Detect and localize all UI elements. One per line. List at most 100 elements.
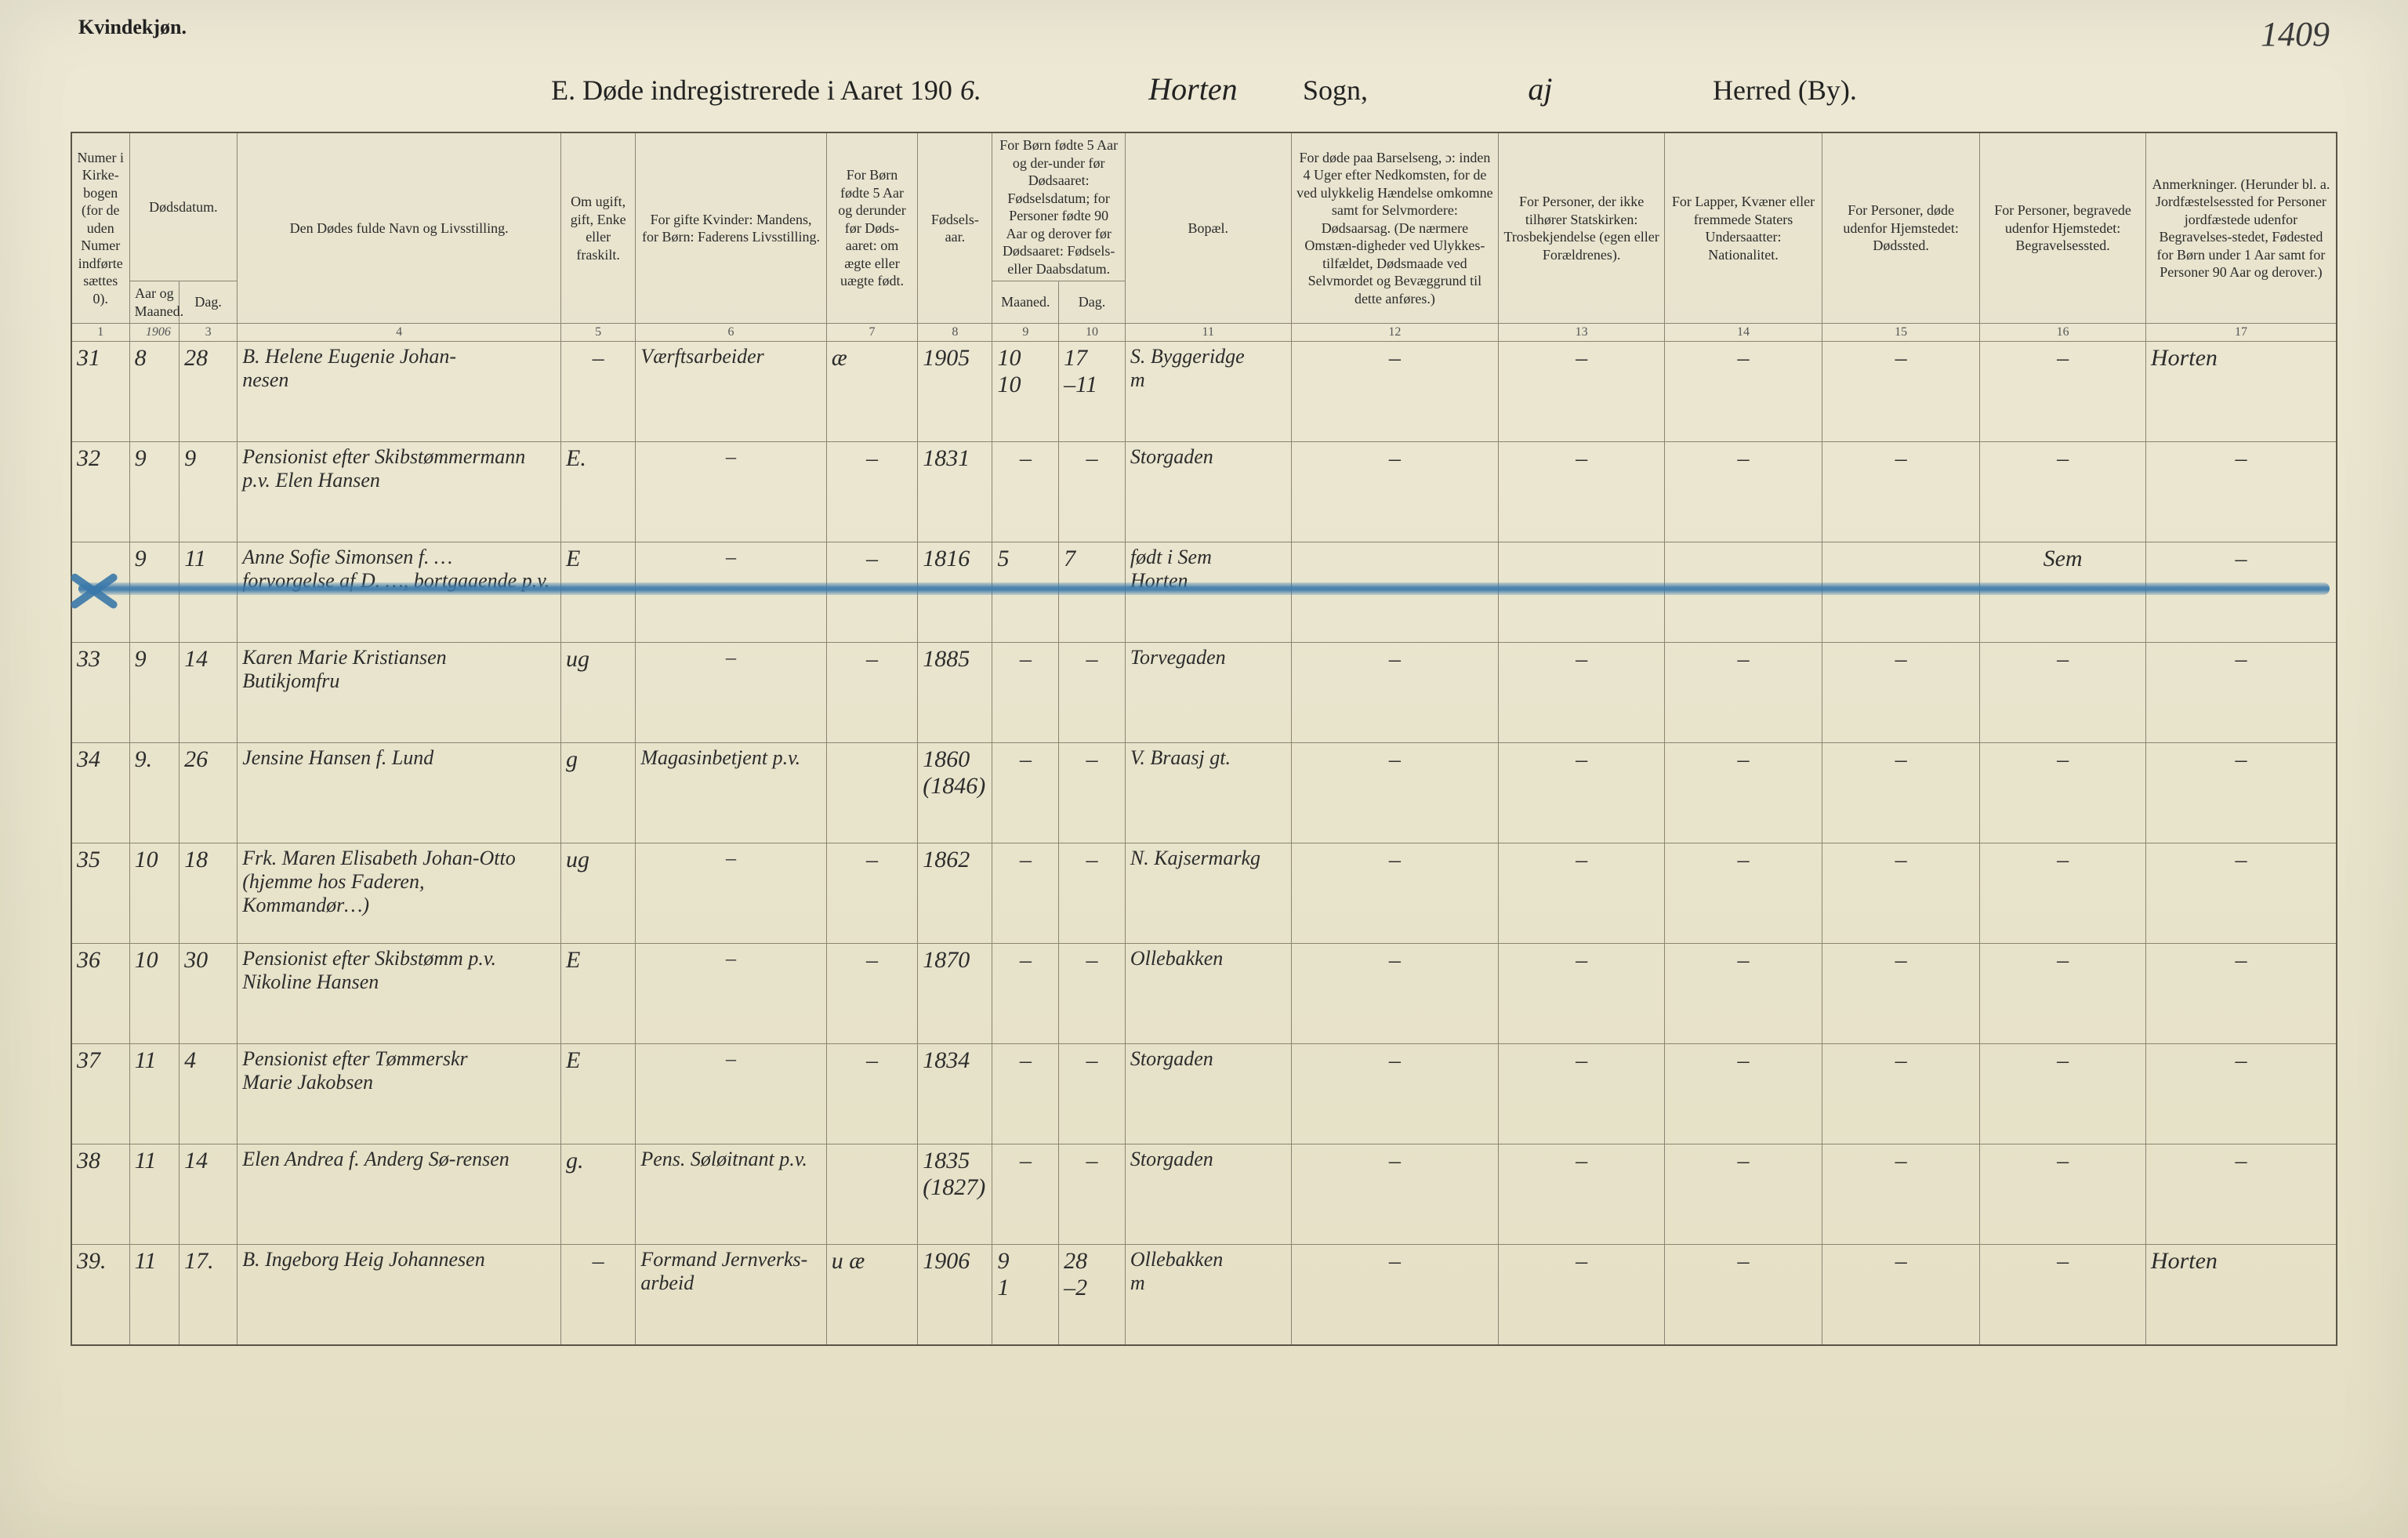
cell-bm: – — [992, 442, 1059, 542]
cell-bopael: V. Braasj gt. — [1125, 743, 1291, 843]
cell-legit: u æ — [826, 1245, 917, 1345]
page-number-handwritten: 1409 — [2261, 14, 2330, 54]
colnum: 1 — [71, 324, 129, 342]
cell-day: 9 — [180, 442, 238, 542]
col-header-3: Dag. — [180, 281, 238, 324]
cell-birth: 1885 — [918, 643, 992, 743]
table-header: Numer i Kirke-bogen (for de uden Numer i… — [71, 132, 2337, 342]
table-row: 37114Pensionist efter Tømmerskr Marie Ja… — [71, 1044, 2337, 1144]
cell-bopael: N. Kajsermarkg — [1125, 843, 1291, 944]
cell-c12: – — [1291, 843, 1499, 944]
cell-status: g. — [561, 1144, 636, 1245]
cell-status: E — [561, 944, 636, 1044]
cell-status: E — [561, 1044, 636, 1144]
cell-name: B. Helene Eugenie Johan- nesen — [238, 342, 561, 442]
cell-num: 35 — [71, 843, 129, 944]
cell-c16: – — [1980, 743, 2146, 843]
cell-spouse: Værftsarbeider — [636, 342, 826, 442]
cell-spouse: – — [636, 643, 826, 743]
colnum: 16 — [1980, 324, 2146, 342]
cell-c14: – — [1664, 1245, 1822, 1345]
page-title: E. Døde indregistrerede i Aaret 1906. Ho… — [71, 71, 2337, 108]
cell-c13: – — [1499, 342, 1665, 442]
cell-day: 11 — [180, 542, 238, 643]
colnum: 13 — [1499, 324, 1665, 342]
cell-remark: Horten — [2145, 1245, 2337, 1345]
cell-bm: – — [992, 1044, 1059, 1144]
cell-day: 4 — [180, 1044, 238, 1144]
cell-bd: – — [1059, 843, 1126, 944]
cell-bopael: Storgaden — [1125, 1144, 1291, 1245]
cell-spouse: – — [636, 442, 826, 542]
colnum: 9 — [992, 324, 1059, 342]
cell-c14: – — [1664, 944, 1822, 1044]
cell-c16: – — [1980, 944, 2146, 1044]
cell-status: ug — [561, 843, 636, 944]
cell-c13: – — [1499, 1044, 1665, 1144]
cell-spouse: Pens. Søløitnant p.v. — [636, 1144, 826, 1245]
cell-c12: – — [1291, 1144, 1499, 1245]
herred-label: Herred (By). — [1713, 74, 1857, 107]
cell-bopael: Storgaden — [1125, 442, 1291, 542]
cell-c15: – — [1822, 342, 1980, 442]
cell-day: 18 — [180, 843, 238, 944]
cell-day: 30 — [180, 944, 238, 1044]
col-header-4: Den Dødes fulde Navn og Livsstilling. — [238, 132, 561, 324]
cell-c14: – — [1664, 342, 1822, 442]
cell-c12: – — [1291, 743, 1499, 843]
cell-bd: 7 — [1059, 542, 1126, 643]
col-header-5: Om ugift, gift, Enke eller fraskilt. — [561, 132, 636, 324]
cell-c16: – — [1980, 342, 2146, 442]
cell-status: E — [561, 542, 636, 643]
cell-legit: – — [826, 944, 917, 1044]
cell-c13: – — [1499, 1144, 1665, 1245]
cell-mon: 8 — [129, 342, 180, 442]
cell-legit: – — [826, 542, 917, 643]
cell-c15 — [1822, 542, 1980, 643]
cell-spouse: Magasinbetjent p.v. — [636, 743, 826, 843]
title-prefix: E. Døde indregistrerede i Aaret 190 — [551, 74, 952, 107]
cell-num — [71, 542, 129, 643]
cell-spouse: – — [636, 944, 826, 1044]
cell-day: 14 — [180, 643, 238, 743]
cell-name: Frk. Maren Elisabeth Johan-Otto (hjemme … — [238, 843, 561, 944]
colnum: 10 — [1059, 324, 1126, 342]
cell-c13: – — [1499, 743, 1665, 843]
cell-birth: 1835 (1827) — [918, 1144, 992, 1245]
col-header-9: Maaned. — [992, 281, 1059, 324]
cell-status: E. — [561, 442, 636, 542]
cell-num: 32 — [71, 442, 129, 542]
gender-label: Kvindekjøn. — [78, 16, 187, 39]
cell-bopael: født i Sem Horten — [1125, 542, 1291, 643]
colnum: 7 — [826, 324, 917, 342]
cell-c16: – — [1980, 1245, 2146, 1345]
cell-bopael: S. Byggeridge m — [1125, 342, 1291, 442]
table-row: 33914Karen Marie Kristiansen Butikjomfru… — [71, 643, 2337, 743]
colnum: 3 — [180, 324, 238, 342]
cell-c12 — [1291, 542, 1499, 643]
cell-c13: – — [1499, 442, 1665, 542]
cell-num: 39. — [71, 1245, 129, 1345]
cell-mon: 9 — [129, 643, 180, 743]
cell-name: Pensionist efter Skibstømm p.v. Nikoline… — [238, 944, 561, 1044]
table-row: 381114Elen Andrea f. Anderg Sø-renseng.P… — [71, 1144, 2337, 1245]
cell-status: – — [561, 342, 636, 442]
cell-bd: – — [1059, 1144, 1126, 1245]
cell-c15: – — [1822, 743, 1980, 843]
col-header-10: Dag. — [1059, 281, 1126, 324]
cell-c16: – — [1980, 643, 2146, 743]
cell-day: 14 — [180, 1144, 238, 1245]
cell-num: 31 — [71, 342, 129, 442]
cell-bd: 28 –2 — [1059, 1245, 1126, 1345]
cell-remark: Horten — [2145, 342, 2337, 442]
table-row: 39.1117.B. Ingeborg Heig Johannesen–Form… — [71, 1245, 2337, 1345]
cell-birth: 1816 — [918, 542, 992, 643]
cell-num: 34 — [71, 743, 129, 843]
col-header-17: Anmerkninger. (Herunder bl. a. Jordfæste… — [2145, 132, 2337, 324]
col-header-2-3-group: Dødsdatum. — [129, 132, 238, 281]
cell-name: Pensionist efter Tømmerskr Marie Jakobse… — [238, 1044, 561, 1144]
cell-c13 — [1499, 542, 1665, 643]
cell-bm: – — [992, 1144, 1059, 1245]
cell-remark: – — [2145, 843, 2337, 944]
table-row: 911Anne Sofie Simonsen f. … forvorgelse … — [71, 542, 2337, 643]
